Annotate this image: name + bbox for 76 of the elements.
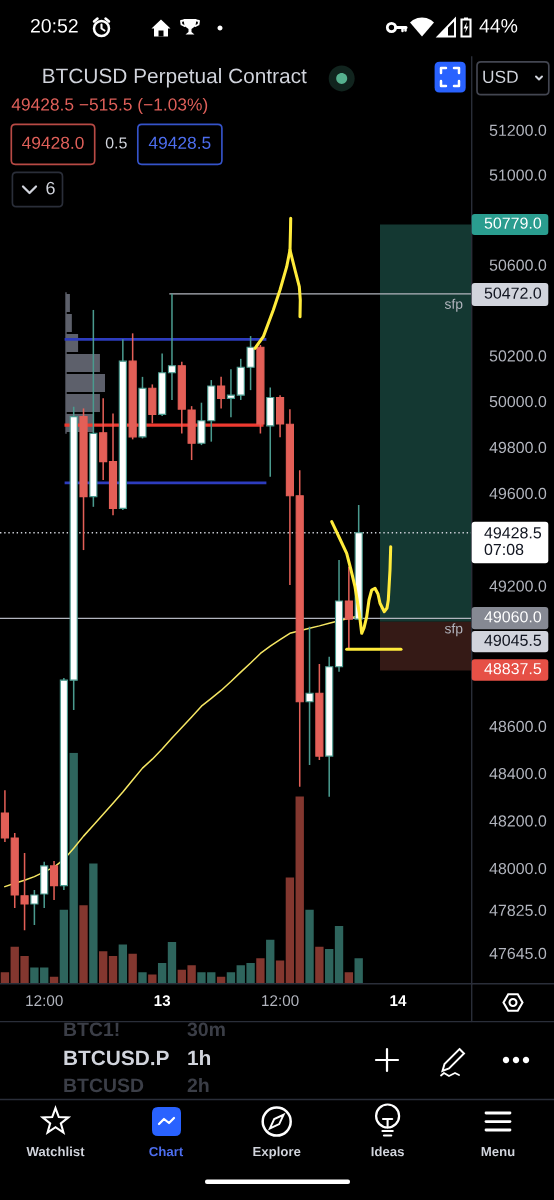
y-tick-label: 47825.0 xyxy=(489,904,547,916)
text: BTCUSD.P xyxy=(64,1050,169,1066)
ref-line-label: sfp xyxy=(444,623,463,637)
y-tick-label: 49200.0 xyxy=(489,580,547,592)
y-tick-label: 48200.0 xyxy=(489,815,547,827)
text: 20:52 xyxy=(30,18,78,33)
text: Chart xyxy=(149,1146,184,1157)
text: 2h xyxy=(187,1077,209,1093)
y-tick-label: 51000.0 xyxy=(489,169,547,181)
annotation: 49428.0 xyxy=(22,136,84,149)
bar xyxy=(315,946,324,984)
y-tick-label: 49800.0 xyxy=(489,441,547,454)
bar xyxy=(89,863,98,984)
x-tick-label: 12:00 xyxy=(26,995,63,1007)
y-tick-label: 47645.0 xyxy=(489,947,547,960)
bar xyxy=(226,972,236,984)
bar xyxy=(118,944,128,984)
text: Explore xyxy=(253,1146,301,1159)
annotation: 6 xyxy=(46,181,55,195)
bar xyxy=(275,960,285,984)
chart-title: BTCUSD Perpetual Contract xyxy=(43,67,307,88)
candlestick xyxy=(49,860,59,901)
bar xyxy=(354,958,363,984)
text: Menu xyxy=(481,1147,515,1157)
text: 30m xyxy=(187,1022,225,1037)
bar xyxy=(167,942,177,984)
ref-line-label: sfp xyxy=(444,298,463,312)
candlestick xyxy=(217,376,226,410)
bar xyxy=(295,796,304,984)
x-tick-label: 14 xyxy=(390,995,407,1006)
bar xyxy=(148,974,157,984)
bar xyxy=(138,972,147,984)
bar xyxy=(334,925,344,984)
candlestick xyxy=(226,368,236,419)
bar xyxy=(128,953,137,984)
text: 44% xyxy=(479,19,518,33)
y-tick-label: 49600.0 xyxy=(489,487,547,500)
bar xyxy=(325,949,334,984)
y-tick-label: 50200.0 xyxy=(489,350,547,362)
candlestick xyxy=(305,626,314,766)
text: USD xyxy=(483,70,518,83)
x-tick-label: 12:00 xyxy=(262,995,299,1007)
bar xyxy=(108,955,118,984)
bar xyxy=(79,905,88,984)
bar xyxy=(59,909,69,984)
text: 50779.0 xyxy=(484,217,542,229)
text: Ideas xyxy=(371,1146,404,1157)
bar xyxy=(256,958,265,984)
y-tick-label: 50600.0 xyxy=(489,259,547,271)
candlestick xyxy=(167,293,177,401)
annotation: 49428.5 xyxy=(148,136,211,149)
text: 48837.5 xyxy=(484,662,542,675)
text: 1h xyxy=(188,1049,211,1066)
bar xyxy=(0,972,10,984)
text: 49045.5 xyxy=(484,634,542,646)
bar xyxy=(285,877,295,984)
bar xyxy=(157,962,167,984)
text: 50472.0 xyxy=(484,287,542,299)
text: Watchlist xyxy=(26,1146,85,1157)
y-tick-label: 50000.0 xyxy=(489,395,547,408)
text: 49428.5 07:08 xyxy=(484,527,542,556)
y-tick-label: 51200.0 xyxy=(489,124,547,136)
bar xyxy=(99,951,108,984)
bar xyxy=(266,939,275,984)
candlestick xyxy=(344,566,353,650)
annotation: 0.5 xyxy=(105,137,127,149)
x-tick-label: 13 xyxy=(154,995,171,1007)
text: BTC1! xyxy=(64,1022,119,1037)
y-tick-label: 48400.0 xyxy=(489,767,547,780)
bar xyxy=(305,909,314,984)
text: BTCUSD xyxy=(64,1078,144,1093)
y-tick-label: 48000.0 xyxy=(489,862,547,875)
text: 49428.5 −515.5 (−1.03%) xyxy=(11,97,208,115)
bar xyxy=(344,972,354,984)
text: 49060.0 xyxy=(484,611,542,623)
y-tick-label: 48600.0 xyxy=(489,720,547,733)
